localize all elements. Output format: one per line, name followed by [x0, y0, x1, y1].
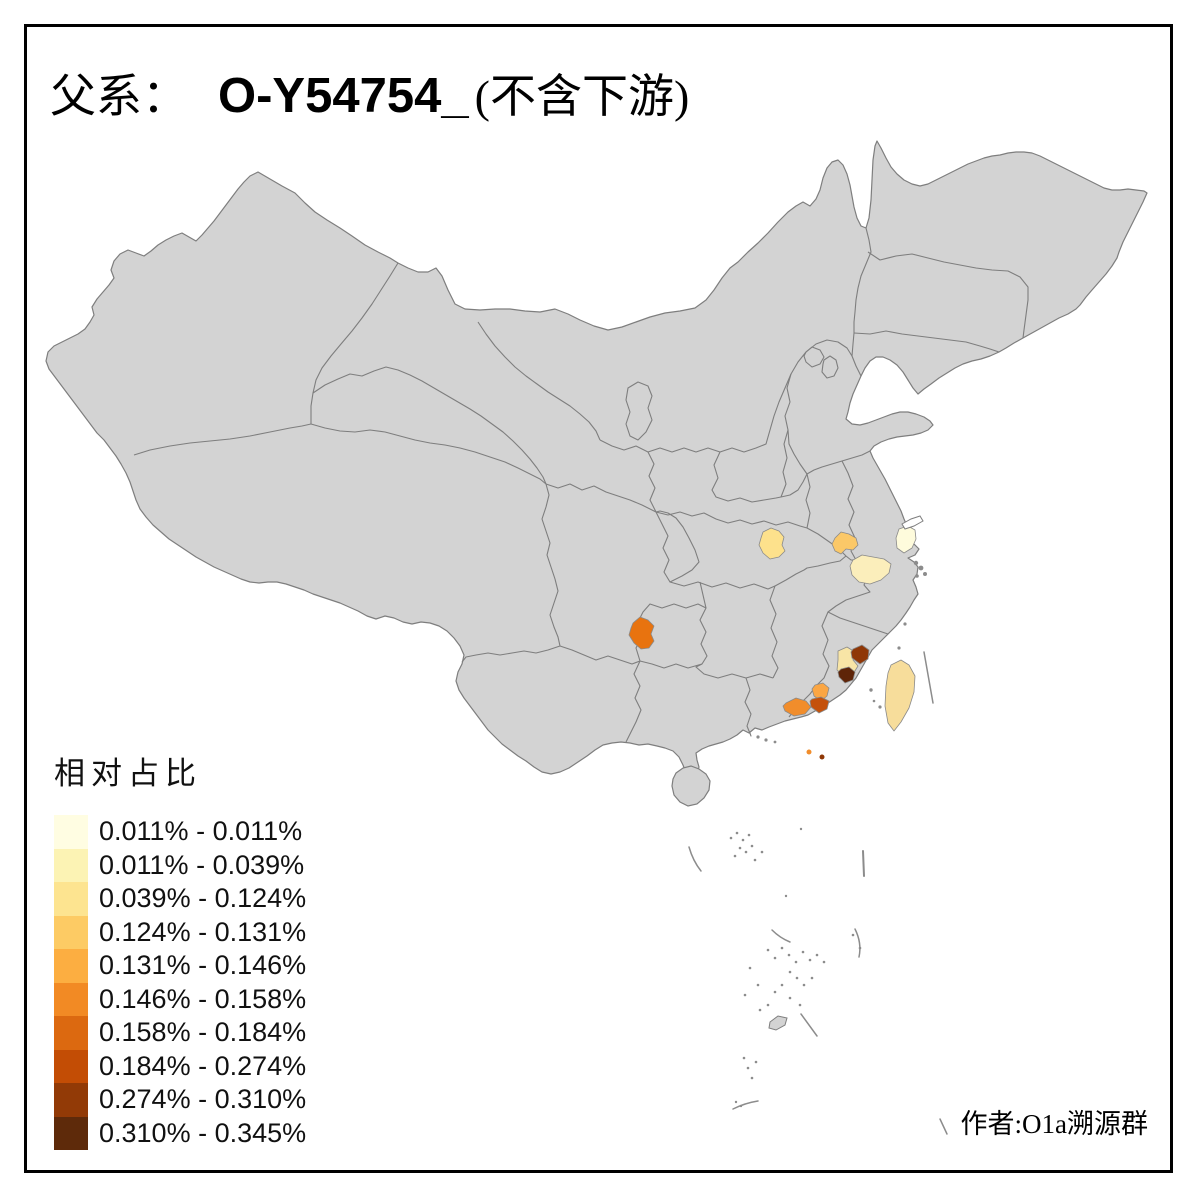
choropleth-patch-guizhou: [628, 616, 655, 650]
legend-label: 0.158% - 0.184%: [99, 1017, 307, 1048]
province-border: [851, 227, 872, 357]
scs-specks: [729, 827, 862, 1108]
legend-swatch: [54, 949, 88, 983]
legend-row: 0.146% - 0.158%: [54, 982, 307, 1016]
legend: 相对占比 0.011% - 0.011% 0.011% - 0.039% 0.0…: [54, 748, 306, 1150]
legend-label: 0.184% - 0.274%: [99, 1050, 307, 1081]
legend-row: 0.011% - 0.039%: [54, 848, 306, 882]
coastal-islands: [756, 515, 927, 744]
legend-row: 0.039% - 0.124%: [54, 882, 306, 916]
chongming-island: [901, 515, 924, 530]
province-border: [541, 483, 561, 647]
legend-swatch: [54, 982, 88, 1016]
legend-swatch: [54, 1016, 88, 1050]
choropleth-islet-a: [806, 749, 812, 755]
province-border: [780, 473, 808, 498]
title-suffix-text: 不含下游: [489, 71, 674, 122]
choropleth-patch-anhui-central: [831, 531, 859, 555]
legend-label: 0.310% - 0.345%: [99, 1117, 307, 1148]
province-border: [599, 339, 862, 453]
province-border: [545, 483, 657, 513]
hainan-island: [671, 765, 711, 807]
province-border: [695, 663, 774, 679]
choropleth-patch-taiwan: [884, 659, 916, 732]
legend-swatch: [54, 1049, 88, 1083]
south-china-sea-marks: [688, 651, 948, 1135]
province-border: [647, 451, 657, 513]
province-border: [806, 450, 871, 475]
legend-row: 0.131% - 0.146%: [54, 949, 306, 983]
province-border: [312, 366, 547, 485]
mainland-group: [45, 140, 1148, 807]
legend-swatch: [54, 882, 88, 916]
choropleth-patch-fujian-northeast: [850, 644, 870, 665]
province-border: [310, 423, 547, 485]
province-border: [655, 511, 808, 529]
legend-label: 0.011% - 0.011%: [99, 816, 303, 847]
legend-label: 0.039% - 0.124%: [99, 883, 307, 914]
choropleth-patch-guangdong-east: [782, 697, 812, 717]
province-borders: [133, 227, 1029, 743]
province-border: [744, 677, 752, 737]
choropleth-patch-chaoshan-coastal: [809, 696, 830, 714]
legend-swatch: [54, 1116, 88, 1150]
province-border: [853, 330, 1000, 353]
choropleth-patches: [628, 525, 917, 760]
province-border: [133, 423, 312, 456]
province-border: [669, 581, 779, 679]
legend-label: 0.146% - 0.158%: [99, 983, 307, 1014]
legend-row: 0.011% - 0.011%: [54, 815, 306, 849]
choropleth-patch-fujian-south: [837, 666, 856, 684]
island-specks: [756, 560, 927, 744]
legend-label: 0.124% - 0.131%: [99, 916, 307, 947]
legend-label: 0.274% - 0.310%: [99, 1084, 307, 1115]
legend-swatch: [54, 1083, 88, 1117]
title-suffix: (不含下游): [474, 71, 690, 122]
province-border: [655, 510, 700, 583]
legend-swatch: [54, 915, 88, 949]
legend-row: 0.310% - 0.345%: [54, 1116, 307, 1150]
province-border-ningxia: [625, 381, 653, 441]
map-title: 父系： O-Y54754_ (不含下游): [50, 60, 689, 126]
legend-swatch: [54, 848, 88, 882]
choropleth-patch-anhui-south: [849, 554, 892, 585]
province-border-beijing: [803, 346, 825, 368]
province-border: [625, 660, 642, 743]
province-border: [780, 373, 792, 498]
legend-title: 相对占比: [54, 756, 202, 791]
province-border: [699, 581, 707, 609]
title-haplogroup: O-Y54754_: [218, 69, 469, 123]
legend-swatch: [54, 815, 88, 849]
legend-label: 0.011% - 0.039%: [99, 849, 305, 880]
province-border-tianjin: [821, 355, 839, 379]
scs-dashes: [688, 651, 948, 1135]
legend-label: 0.131% - 0.146%: [99, 950, 307, 981]
province-border: [477, 321, 601, 441]
legend-row: 0.184% - 0.274%: [54, 1049, 307, 1083]
province-border: [774, 555, 847, 587]
legend-row: 0.158% - 0.184%: [54, 1016, 306, 1050]
province-border: [711, 451, 782, 503]
china-mainland-outline: [45, 140, 1148, 778]
scs-island: [768, 1015, 788, 1031]
choropleth-patch-hubei: [758, 527, 786, 560]
legend-row: 0.274% - 0.310%: [54, 1083, 306, 1117]
province-border: [867, 251, 1029, 339]
province-border: [461, 645, 561, 663]
province-border: [787, 429, 808, 475]
attribution: 作者:O1a溯源群: [960, 1109, 1148, 1139]
title-prefix: 父系：: [50, 71, 188, 122]
province-border: [559, 645, 641, 665]
province-border: [805, 473, 811, 529]
choropleth-islet-b: [819, 754, 825, 760]
legend-row: 0.124% - 0.131%: [54, 915, 307, 949]
